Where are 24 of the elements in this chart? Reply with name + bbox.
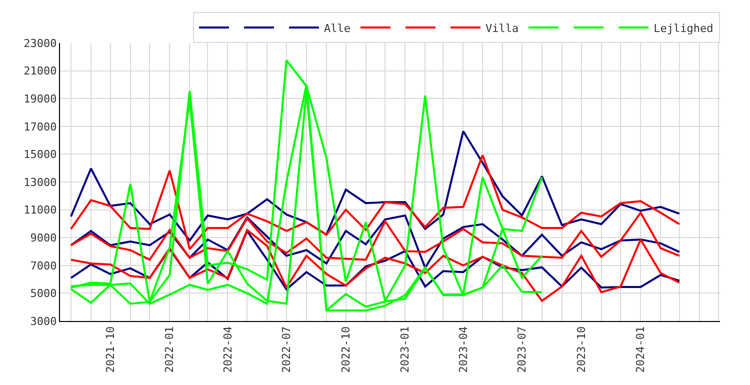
legend-label: Villa: [486, 22, 519, 35]
y-tick-label: 13000: [24, 176, 57, 189]
x-tick-label: 2023-04: [456, 326, 470, 373]
y-tick-label: 23000: [24, 36, 57, 50]
x-tick-label: 2021-10: [104, 326, 117, 373]
y-tick-label: 5000: [30, 287, 57, 300]
x-tick-label: 2023-01: [398, 326, 412, 373]
y-tick-label: 15000: [24, 148, 57, 162]
legend-label: Lejlighed: [654, 22, 714, 35]
y-tick-label: 9000: [30, 231, 57, 244]
y-tick-label: 3000: [30, 314, 57, 328]
x-tick-label: 2023-07: [516, 326, 529, 373]
y-tick-label: 11000: [24, 204, 57, 217]
legend-label: Alle: [324, 22, 350, 35]
x-tick-label: 2024-01: [634, 326, 648, 373]
x-tick-label: 2022-01: [163, 326, 176, 373]
x-tick-label: 2022-07: [280, 326, 294, 373]
y-tick-label: 21000: [24, 64, 57, 78]
x-tick-label: 2023-10: [574, 326, 588, 373]
y-tick-label: 19000: [24, 92, 57, 106]
x-tick-label: 2022-10: [339, 326, 352, 373]
x-tick-label: 2022-04: [221, 326, 234, 373]
y-tick-label: 17000: [24, 120, 57, 134]
y-tick-label: 7000: [30, 259, 57, 272]
